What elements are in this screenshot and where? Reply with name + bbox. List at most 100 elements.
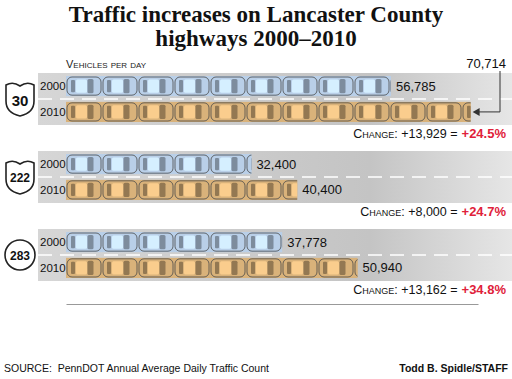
car [247, 259, 281, 277]
car-windshield [232, 261, 238, 275]
car-rear-window [179, 106, 183, 118]
car [139, 233, 173, 251]
car-rear-window [143, 236, 147, 248]
car [175, 181, 209, 199]
car-roof [112, 236, 123, 249]
car-body [175, 155, 209, 173]
car-body [139, 233, 173, 251]
car [103, 233, 137, 251]
car-body [355, 259, 357, 277]
car-windshield [160, 261, 166, 275]
car-rear-window [287, 184, 291, 196]
cars [67, 77, 391, 95]
car-body [175, 233, 209, 251]
car-body [139, 181, 173, 199]
car-roof [256, 80, 267, 93]
series-label: 2010 [40, 262, 66, 274]
car-body [103, 259, 137, 277]
car [247, 181, 281, 199]
car-roof [292, 183, 297, 196]
car-body [67, 259, 101, 277]
car-rear-window [323, 80, 327, 92]
label-leader [477, 71, 500, 112]
car-body [67, 233, 101, 251]
car-windshield [268, 79, 274, 93]
car-body [139, 103, 173, 121]
car-roof [112, 183, 123, 196]
car-windshield [304, 105, 310, 119]
shield-shape [6, 83, 34, 116]
car [103, 259, 137, 277]
car-rear-window [71, 236, 75, 248]
car-body [463, 103, 471, 121]
car-windshield [340, 105, 346, 119]
car-body [139, 259, 173, 277]
series-label: 2010 [40, 106, 66, 118]
car [283, 77, 317, 95]
car [67, 77, 101, 95]
car [139, 181, 173, 199]
car-body [355, 103, 389, 121]
car-roof [184, 80, 195, 93]
bar [66, 258, 357, 278]
car [247, 77, 281, 95]
bar [66, 76, 391, 96]
car-rear-window [143, 184, 147, 196]
car-roof [220, 80, 231, 93]
car-roof [328, 261, 339, 274]
car-roof [256, 261, 267, 274]
car-body [283, 181, 297, 199]
car-body [103, 233, 137, 251]
car-body [247, 77, 281, 95]
source: SOURCE: PennDOT Annual Average Daily Tra… [4, 362, 269, 374]
annotation-text: Change: +8,000 = [360, 205, 457, 219]
category-label: 283 [10, 249, 30, 263]
lane-line [38, 176, 512, 178]
car-rear-window [287, 262, 291, 274]
data-label: 56,785 [396, 79, 436, 94]
axis-label: Vehicles per day [66, 58, 147, 70]
bar [66, 180, 297, 200]
car [175, 155, 209, 173]
car-rear-window [323, 262, 327, 274]
car-body [319, 103, 353, 121]
car [139, 77, 173, 95]
car [427, 103, 461, 121]
car-rear-window [179, 158, 183, 170]
car [211, 181, 245, 199]
car-roof [148, 261, 159, 274]
car-body [283, 77, 317, 95]
car-windshield [232, 105, 238, 119]
car-rear-window [215, 236, 219, 248]
data-label: 70,714 [466, 56, 506, 71]
car-roof [364, 80, 375, 93]
car-roof [112, 105, 123, 118]
car-body [103, 103, 137, 121]
car-roof [220, 183, 231, 196]
cars [67, 155, 251, 173]
car [175, 103, 209, 121]
car-windshield [448, 105, 454, 119]
data-label: 50,940 [362, 260, 402, 275]
car-rear-window [71, 184, 75, 196]
car-roof [436, 105, 447, 118]
car-roof [76, 158, 87, 171]
car-roof [148, 236, 159, 249]
car-roof [112, 261, 123, 274]
car-roof [220, 105, 231, 118]
series-label: 2000 [40, 80, 66, 92]
car-rear-window [143, 262, 147, 274]
car-body [175, 103, 209, 121]
car-rear-window [71, 80, 75, 92]
car [211, 233, 245, 251]
car [355, 103, 389, 121]
car-body [139, 155, 173, 173]
shield-shape [5, 240, 35, 270]
car-rear-window [251, 184, 255, 196]
car-rear-window [179, 262, 183, 274]
car-rear-window [215, 80, 219, 92]
car-roof [76, 183, 87, 196]
car [319, 259, 353, 277]
car-body [139, 77, 173, 95]
car [247, 103, 281, 121]
